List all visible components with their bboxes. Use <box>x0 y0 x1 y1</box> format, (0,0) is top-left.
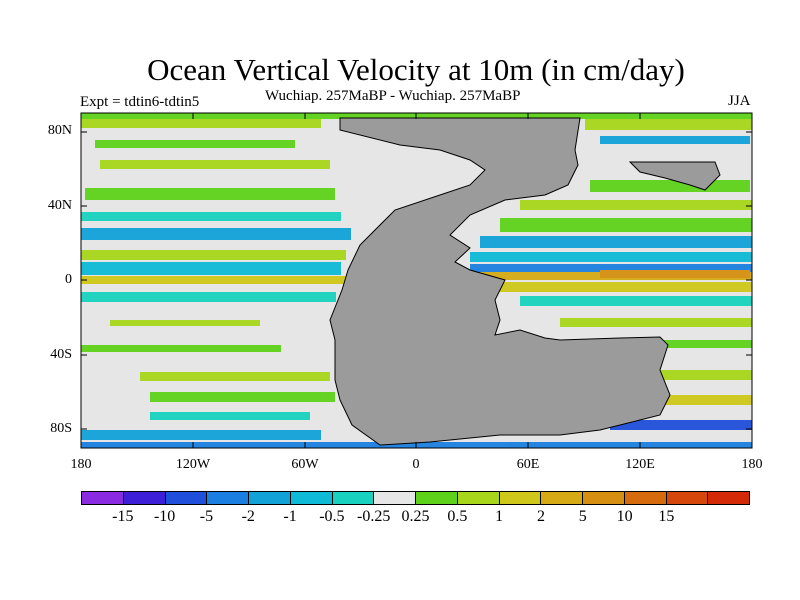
lon-label-60e: 60E <box>516 457 540 472</box>
lon-label-120e: 120E <box>625 457 655 472</box>
colorbar-swatch <box>416 492 458 504</box>
colorbar-label: -1 <box>283 508 297 525</box>
colorbar-swatch <box>290 492 333 504</box>
colorbar-swatch <box>541 492 583 504</box>
colorbar-swatch <box>666 492 709 504</box>
colorbar-label: -10 <box>153 508 176 525</box>
lon-label-120w: 120W <box>175 457 211 472</box>
chart-title: Ocean Vertical Velocity at 10m (in cm/da… <box>147 52 685 87</box>
landmass-east <box>628 161 721 191</box>
colorbar-label: 1 <box>495 508 504 525</box>
colorbar-label: 15 <box>658 508 675 525</box>
lat-label-0: 0 <box>65 272 72 287</box>
subtitle: Wuchiap. 257MaBP - Wuchiap. 257MaBP <box>265 88 521 104</box>
colorbar-label: -0.25 <box>357 508 391 525</box>
colorbar-swatch <box>708 492 749 504</box>
colorbar-label: -15 <box>112 508 134 525</box>
colorbar-label: -0.5 <box>319 508 345 525</box>
colorbar-swatch <box>624 492 667 504</box>
colorbar-swatch <box>499 492 542 504</box>
lat-label-80s: 80S <box>50 421 72 436</box>
lat-label-40n: 40N <box>47 198 72 213</box>
lon-label-180w: 180 <box>70 457 92 472</box>
colorbar-label: 5 <box>578 508 587 525</box>
lat-label-80n: 80N <box>47 123 72 138</box>
colorbar-swatch <box>249 492 291 504</box>
colorbar-label: 0.5 <box>447 508 468 525</box>
lat-label-40s: 40S <box>50 347 72 362</box>
colorbar-swatch <box>457 492 500 504</box>
colorbar-label: 10 <box>616 508 633 525</box>
colorbar-label: -2 <box>241 508 255 525</box>
lon-label-0: 0 <box>412 457 420 472</box>
colorbar <box>81 491 750 505</box>
colorbar-swatch <box>583 492 625 504</box>
lon-label-180e: 180 <box>741 457 763 472</box>
colorbar-label: -5 <box>199 508 214 525</box>
colorbar-swatch <box>374 492 416 504</box>
colorbar-swatch <box>82 492 124 504</box>
experiment-label: Expt = tdtin6-tdtin5 <box>80 94 200 110</box>
colorbar-label: 0.25 <box>401 508 430 525</box>
lon-label-60w: 60W <box>291 457 319 472</box>
colorbar-swatch <box>332 492 375 504</box>
colorbar-label: 2 <box>536 508 545 525</box>
colorbar-swatch <box>207 492 249 504</box>
colorbar-swatch <box>123 492 166 504</box>
landmass-pangaea <box>329 117 671 446</box>
season-label: JJA <box>728 93 751 109</box>
colorbar-swatch <box>165 492 208 504</box>
